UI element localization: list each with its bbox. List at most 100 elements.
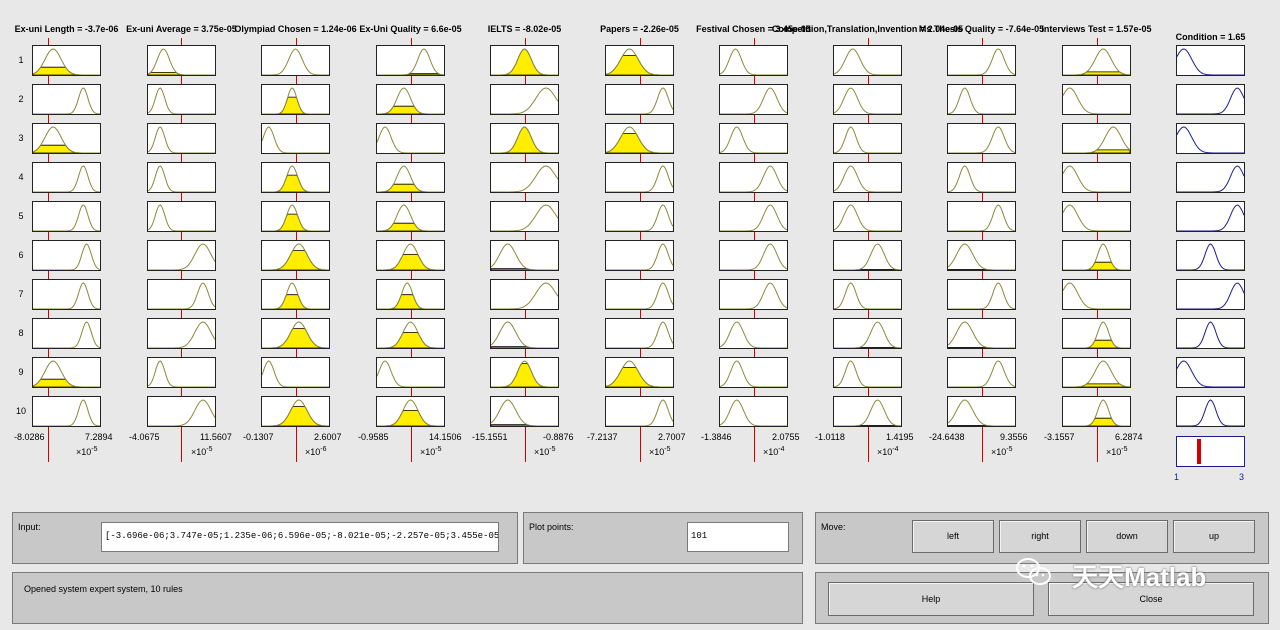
output-membership-plot[interactable] — [1176, 357, 1245, 388]
membership-plot[interactable] — [605, 201, 674, 232]
membership-plot[interactable] — [1062, 84, 1131, 115]
membership-plot[interactable] — [490, 279, 559, 310]
aggregated-output-plot[interactable] — [1176, 436, 1245, 467]
membership-plot[interactable] — [605, 279, 674, 310]
membership-plot[interactable] — [947, 201, 1016, 232]
membership-plot[interactable] — [490, 240, 559, 271]
membership-plot[interactable] — [719, 162, 788, 193]
membership-plot[interactable] — [490, 201, 559, 232]
membership-plot[interactable] — [719, 396, 788, 427]
membership-plot[interactable] — [719, 240, 788, 271]
membership-plot[interactable] — [947, 240, 1016, 271]
membership-plot[interactable] — [947, 123, 1016, 154]
membership-plot[interactable] — [261, 162, 330, 193]
membership-plot[interactable] — [490, 357, 559, 388]
membership-plot[interactable] — [32, 201, 101, 232]
membership-plot[interactable] — [1062, 240, 1131, 271]
membership-plot[interactable] — [947, 279, 1016, 310]
membership-plot[interactable] — [1062, 162, 1131, 193]
membership-plot[interactable] — [605, 84, 674, 115]
membership-plot[interactable] — [605, 123, 674, 154]
membership-plot[interactable] — [947, 45, 1016, 76]
membership-plot[interactable] — [261, 240, 330, 271]
membership-plot[interactable] — [833, 162, 902, 193]
membership-plot[interactable] — [261, 279, 330, 310]
membership-plot[interactable] — [719, 45, 788, 76]
membership-plot[interactable] — [719, 318, 788, 349]
membership-plot[interactable] — [376, 162, 445, 193]
membership-plot[interactable] — [605, 240, 674, 271]
output-membership-plot[interactable] — [1176, 45, 1245, 76]
move-left-button[interactable]: left — [912, 520, 994, 553]
plot-points-field[interactable]: 101 — [687, 522, 789, 552]
membership-plot[interactable] — [1062, 396, 1131, 427]
membership-plot[interactable] — [605, 318, 674, 349]
membership-plot[interactable] — [147, 396, 216, 427]
membership-plot[interactable] — [947, 318, 1016, 349]
membership-plot[interactable] — [147, 201, 216, 232]
membership-plot[interactable] — [490, 318, 559, 349]
membership-plot[interactable] — [490, 396, 559, 427]
membership-plot[interactable] — [376, 201, 445, 232]
membership-plot[interactable] — [833, 279, 902, 310]
membership-plot[interactable] — [376, 45, 445, 76]
membership-plot[interactable] — [605, 162, 674, 193]
membership-plot[interactable] — [947, 396, 1016, 427]
membership-plot[interactable] — [376, 279, 445, 310]
membership-plot[interactable] — [719, 357, 788, 388]
membership-plot[interactable] — [261, 318, 330, 349]
membership-plot[interactable] — [32, 45, 101, 76]
membership-plot[interactable] — [490, 123, 559, 154]
membership-plot[interactable] — [261, 357, 330, 388]
output-membership-plot[interactable] — [1176, 318, 1245, 349]
output-membership-plot[interactable] — [1176, 279, 1245, 310]
membership-plot[interactable] — [833, 201, 902, 232]
membership-plot[interactable] — [1062, 357, 1131, 388]
membership-plot[interactable] — [376, 240, 445, 271]
membership-plot[interactable] — [376, 123, 445, 154]
move-up-button[interactable]: up — [1173, 520, 1255, 553]
membership-plot[interactable] — [947, 162, 1016, 193]
membership-plot[interactable] — [1062, 279, 1131, 310]
membership-plot[interactable] — [833, 357, 902, 388]
membership-plot[interactable] — [261, 45, 330, 76]
membership-plot[interactable] — [261, 396, 330, 427]
membership-plot[interactable] — [490, 45, 559, 76]
membership-plot[interactable] — [376, 318, 445, 349]
membership-plot[interactable] — [1062, 45, 1131, 76]
membership-plot[interactable] — [833, 318, 902, 349]
output-membership-plot[interactable] — [1176, 396, 1245, 427]
output-membership-plot[interactable] — [1176, 84, 1245, 115]
membership-plot[interactable] — [147, 162, 216, 193]
membership-plot[interactable] — [32, 279, 101, 310]
membership-plot[interactable] — [32, 396, 101, 427]
membership-plot[interactable] — [490, 162, 559, 193]
membership-plot[interactable] — [32, 357, 101, 388]
output-membership-plot[interactable] — [1176, 123, 1245, 154]
membership-plot[interactable] — [147, 45, 216, 76]
membership-plot[interactable] — [833, 396, 902, 427]
membership-plot[interactable] — [719, 201, 788, 232]
membership-plot[interactable] — [32, 240, 101, 271]
help-button[interactable]: Help — [828, 582, 1034, 616]
membership-plot[interactable] — [32, 84, 101, 115]
membership-plot[interactable] — [1062, 201, 1131, 232]
membership-plot[interactable] — [605, 396, 674, 427]
membership-plot[interactable] — [719, 84, 788, 115]
move-down-button[interactable]: down — [1086, 520, 1168, 553]
membership-plot[interactable] — [719, 123, 788, 154]
membership-plot[interactable] — [147, 240, 216, 271]
membership-plot[interactable] — [147, 357, 216, 388]
membership-plot[interactable] — [261, 123, 330, 154]
input-field[interactable]: [-3.696e-06;3.747e-05;1.235e-06;6.596e-0… — [101, 522, 499, 552]
membership-plot[interactable] — [147, 84, 216, 115]
membership-plot[interactable] — [376, 84, 445, 115]
membership-plot[interactable] — [605, 45, 674, 76]
membership-plot[interactable] — [719, 279, 788, 310]
membership-plot[interactable] — [32, 123, 101, 154]
membership-plot[interactable] — [32, 162, 101, 193]
membership-plot[interactable] — [833, 45, 902, 76]
membership-plot[interactable] — [833, 123, 902, 154]
membership-plot[interactable] — [261, 201, 330, 232]
move-right-button[interactable]: right — [999, 520, 1081, 553]
